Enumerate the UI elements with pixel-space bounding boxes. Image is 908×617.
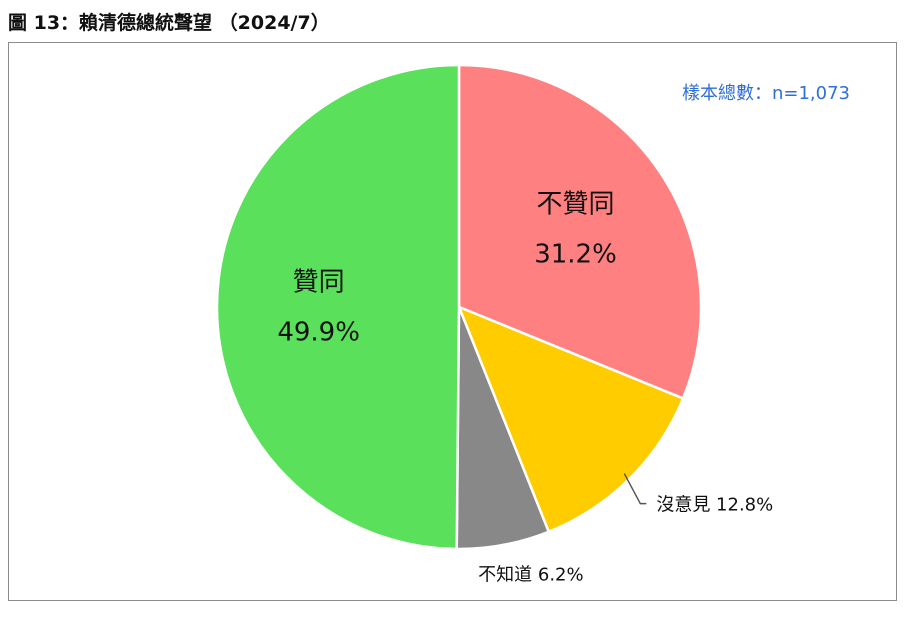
slice-value-0: 31.2% bbox=[534, 240, 617, 270]
slice-label-1: 沒意見 12.8% bbox=[656, 495, 773, 516]
slice-label-0: 不贊同 bbox=[536, 190, 614, 220]
chart-frame: 樣本總數：n=1,073 不贊同 31.2% 沒意見 12.8% 不知道 6.2% 贊同… bbox=[8, 42, 897, 601]
slice-value-3: 49.9% bbox=[277, 317, 360, 347]
pie-slice-1 bbox=[456, 304, 685, 534]
pie-chart: 不贊同 31.2% 沒意見 12.8% 不知道 6.2% 贊同 49.9% bbox=[215, 63, 773, 586]
pie-slice-0 bbox=[457, 63, 703, 401]
sample-size-note: 樣本總數：n=1,073 bbox=[681, 83, 850, 104]
slice-label-2: 不知道 6.2% bbox=[478, 565, 583, 586]
slice-label-3: 贊同 bbox=[293, 267, 345, 297]
leader-line-1 bbox=[623, 473, 647, 505]
pie-slice-3 bbox=[215, 63, 461, 551]
figure-title: 圖 13：賴清德總統聲望 （2024/7） bbox=[8, 12, 330, 34]
